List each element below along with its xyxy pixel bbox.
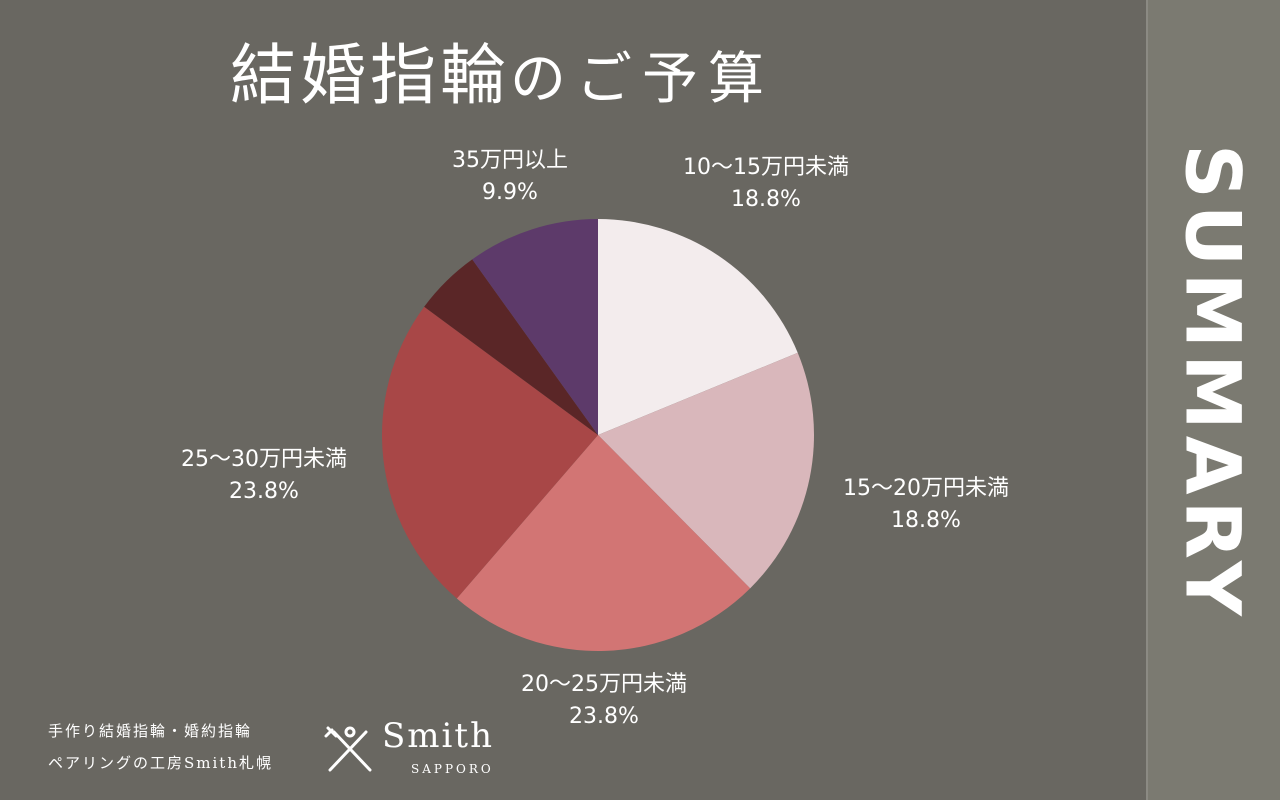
slice-value-text: 9.9% (482, 180, 538, 205)
pie-slice-3 (381, 306, 598, 599)
pie-chart (381, 219, 814, 651)
slice-value-text: 18.8% (731, 187, 801, 212)
slice-value-text: 23.8% (569, 704, 639, 729)
title-kana: のご予算 (510, 47, 774, 112)
side-label: SUMMARY (1168, 144, 1258, 622)
footer-line-1: 手作り結婚指輪・婚約指輪 (48, 722, 253, 740)
title-kanji: 結婚指輪 (230, 37, 510, 114)
slice-label-text: 15〜20万円未満 (843, 476, 1009, 501)
slice-label-25-30: 25〜30万円未満 23.8% (134, 444, 394, 508)
slice-label-35-plus: 35万円以上 9.9% (410, 145, 610, 209)
pie-slice-2 (456, 435, 751, 651)
slice-value-text: 23.8% (229, 479, 299, 504)
slice-label-10-15: 10〜15万円未満 18.8% (636, 152, 896, 216)
footer-line-2: ペアリングの工房Smith札幌 (48, 754, 273, 772)
slice-value-text: 18.8% (891, 508, 961, 533)
slice-label-15-20: 15〜20万円未満 18.8% (796, 473, 1056, 537)
slice-label-20-25: 20〜25万円未満 23.8% (474, 669, 734, 733)
side-divider (1146, 0, 1148, 800)
slice-label-text: 10〜15万円未満 (683, 155, 849, 180)
side-panel (1148, 0, 1280, 800)
footer-tagline: 手作り結婚指輪・婚約指輪 ペアリングの工房Smith札幌 (48, 715, 273, 779)
logo-name: Smith (382, 716, 494, 756)
pie-slice-0 (598, 219, 798, 435)
logo-sub: SAPPORO (411, 762, 494, 776)
page-title: 結婚指輪のご予算 (230, 22, 774, 118)
pie-slice-4 (424, 259, 598, 435)
slice-label-text: 35万円以上 (452, 148, 568, 173)
slice-label-text: 20〜25万円未満 (521, 672, 687, 697)
pie-slice-1 (598, 352, 814, 589)
crossed-tools-icon (324, 726, 372, 772)
slice-label-text: 25〜30万円未満 (181, 447, 347, 472)
pie-slice-5 (472, 219, 598, 435)
